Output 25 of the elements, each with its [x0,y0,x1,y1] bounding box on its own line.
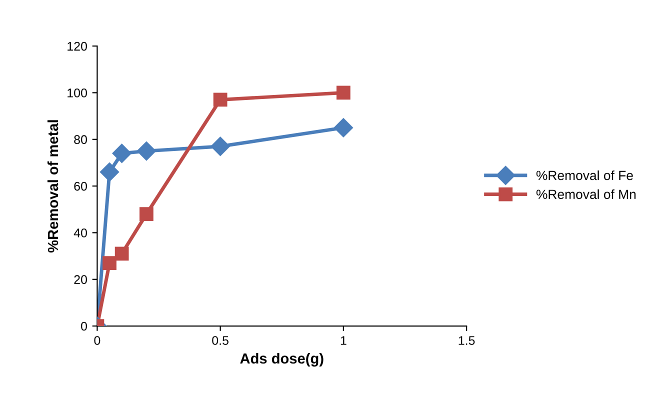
legend-label: %Removal of Mn [536,189,636,200]
y-tick-label: 60 [74,182,87,191]
point [100,162,120,182]
y-tick-label: 120 [68,42,87,51]
point [210,136,230,156]
x-tick-label: 1.5 [458,336,475,345]
point [213,92,228,107]
y-tick-label: 40 [74,228,87,238]
point [336,86,350,100]
point [334,118,353,138]
x-tick-label: 1 [340,336,346,345]
x-axis-title: Ads dose(g) [240,352,324,367]
point [102,256,116,270]
legend-label: %Removal of Fe [536,170,633,180]
y-tick-label: 0 [81,322,87,331]
x-tick-label: 0.5 [212,336,228,345]
y-tick-label: 80 [74,135,87,144]
point [112,144,132,163]
point [136,142,156,161]
x-tick-label: 0 [94,336,100,345]
point [140,207,154,221]
y-tick-label: 20 [74,275,87,284]
y-axis-title: %Removal of metal [47,120,58,253]
point [114,246,129,261]
y-tick-label: 100 [68,88,87,98]
